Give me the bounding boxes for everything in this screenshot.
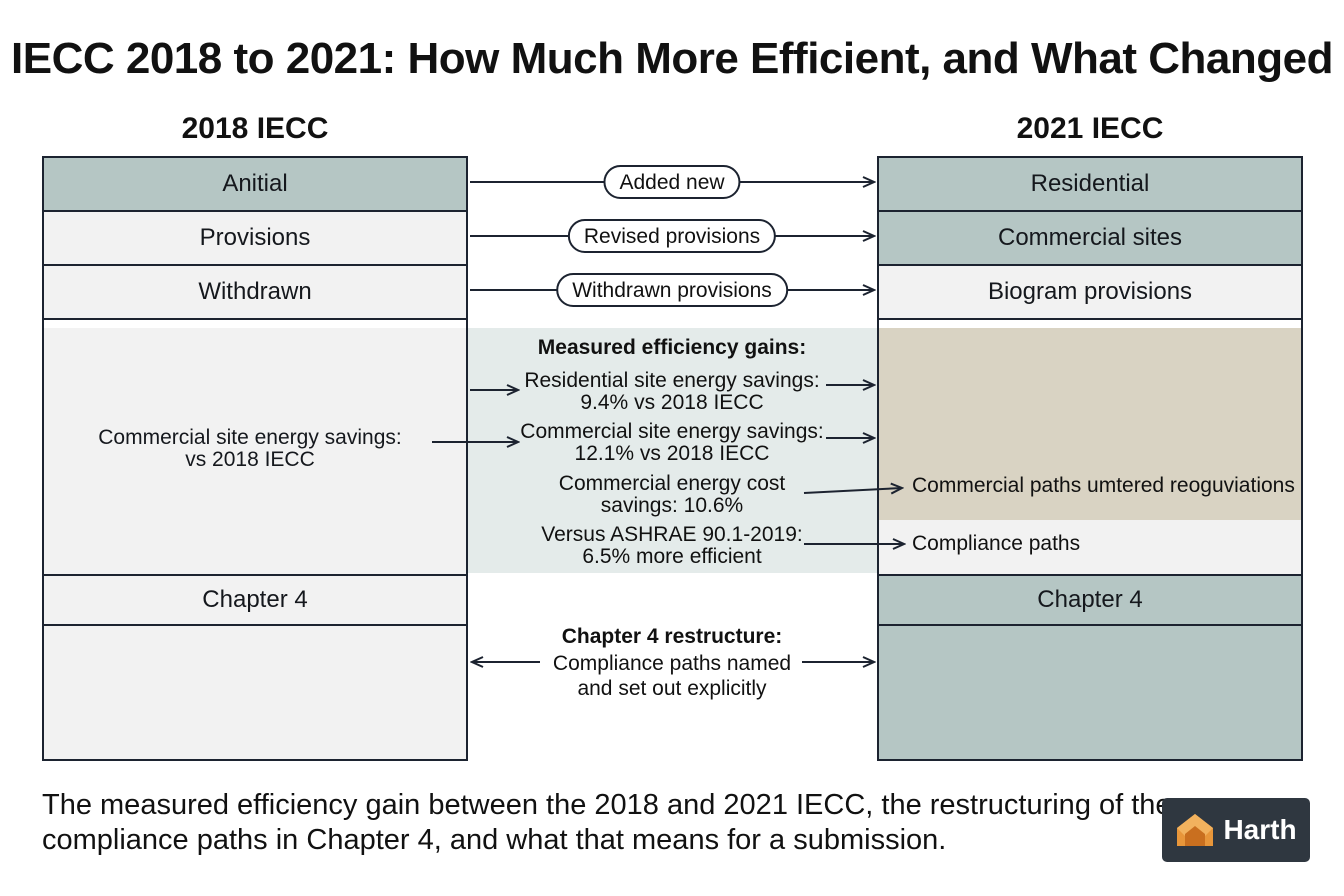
- house-logo-icon: [1177, 814, 1214, 846]
- left-row-1: Anitial: [44, 158, 466, 212]
- right-column-header: 2021 IECC: [1016, 112, 1164, 145]
- left-savings-area: Commercial site energy savings: vs 2018 …: [44, 328, 466, 574]
- efficiency-item-cost: Commercial energy cost savings: 10.6%: [558, 472, 786, 517]
- logo: Harth: [1162, 798, 1310, 862]
- logo-text: Harth: [1223, 814, 1297, 845]
- right-chapter-label: Chapter 4: [879, 574, 1301, 626]
- right-tan-area: [879, 328, 1301, 520]
- pill-withdrawn-provisions: Withdrawn provisions: [556, 273, 788, 307]
- page-title: IECC 2018 to 2021: How Much More Efficie…: [11, 34, 1333, 83]
- efficiency-heading: Measured efficiency gains:: [537, 336, 807, 359]
- pill-added-new: Added new: [603, 165, 741, 199]
- efficiency-item-ashrae: Versus ASHRAE 90.1-2019: 6.5% more effic…: [541, 523, 803, 568]
- efficiency-panel: [468, 328, 877, 573]
- right-note-commercial-paths: Commercial paths umtered reoguviations: [912, 474, 1295, 497]
- efficiency-item-commercial: Commercial site energy savings: 12.1% vs…: [520, 420, 824, 465]
- right-note-compliance-paths: Compliance paths: [912, 532, 1081, 555]
- left-chapter-area: [44, 626, 466, 759]
- left-column: Anitial Provisions Withdrawn Commercial …: [42, 156, 468, 761]
- chapter-restructure-heading: Chapter 4 restructure:: [561, 625, 783, 648]
- left-row-3: Withdrawn: [44, 266, 466, 320]
- right-row-1: Residential: [879, 158, 1301, 212]
- left-row-2: Provisions: [44, 212, 466, 266]
- left-savings-note: Commercial site energy savings: vs 2018 …: [98, 425, 402, 471]
- right-light-area: [879, 520, 1301, 574]
- right-row-3: Biogram provisions: [879, 266, 1301, 320]
- arrow-cost-out: [803, 488, 902, 493]
- right-chapter-area: [879, 626, 1301, 759]
- right-column: Residential Commercial sites Biogram pro…: [877, 156, 1303, 761]
- left-chapter-label: Chapter 4: [44, 574, 466, 626]
- caption: The measured efficiency gain between the…: [42, 789, 1172, 856]
- left-column-header: 2018 IECC: [181, 112, 329, 145]
- right-row-2: Commercial sites: [879, 212, 1301, 266]
- pill-revised-provisions: Revised provisions: [567, 219, 777, 253]
- chapter-restructure-body: Compliance paths named and set out expli…: [552, 652, 792, 700]
- efficiency-item-residential: Residential site energy savings: 9.4% vs…: [524, 369, 820, 414]
